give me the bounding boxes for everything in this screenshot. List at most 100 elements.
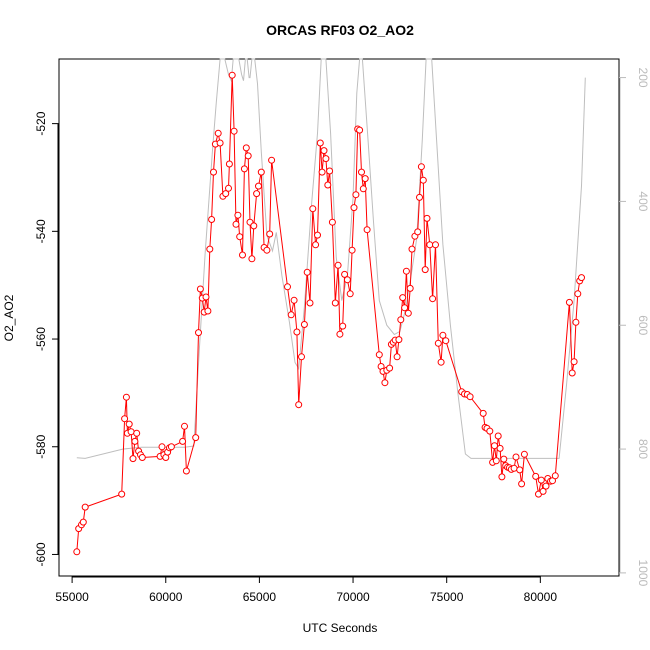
data-point <box>257 168 265 176</box>
data-point <box>381 379 389 387</box>
data-point <box>263 246 271 254</box>
data-point <box>192 434 200 442</box>
data-point <box>182 467 190 475</box>
data-point <box>512 453 520 461</box>
right-axis-tick-label: 1000 <box>636 560 650 587</box>
data-point <box>423 214 431 222</box>
data-point <box>339 322 347 330</box>
data-point <box>303 268 311 276</box>
data-point <box>574 290 582 298</box>
data-point <box>225 160 233 168</box>
right-axis-tick-label: 800 <box>636 439 650 459</box>
y-tick-label: -520 <box>34 111 48 135</box>
y-tick-label: -560 <box>34 327 48 351</box>
data-point <box>202 293 210 301</box>
data-point <box>240 165 248 173</box>
data-point <box>361 175 369 183</box>
x-tick-label: 55000 <box>55 590 89 604</box>
data-point <box>316 139 324 147</box>
right-axis: 200 400 600 800 1000 <box>619 68 650 587</box>
data-point <box>432 241 439 249</box>
data-point <box>570 358 578 366</box>
data-point <box>426 241 434 249</box>
data-point <box>230 127 238 135</box>
data-point <box>496 444 504 452</box>
data-point <box>287 311 295 319</box>
x-tick-label: 60000 <box>149 590 183 604</box>
data-point <box>244 152 252 160</box>
x-tick-label: 80000 <box>524 590 558 604</box>
data-point <box>324 181 332 189</box>
x-tick-label: 75000 <box>430 590 464 604</box>
y-axis: -600 -580 -560 -540 -520 <box>34 111 59 566</box>
data-point <box>539 487 547 495</box>
data-point <box>255 182 262 190</box>
data-point <box>129 455 137 463</box>
data-point <box>326 167 334 175</box>
data-point <box>537 476 545 484</box>
y-tick-label: -600 <box>34 542 48 566</box>
data-point <box>356 126 364 134</box>
data-point <box>421 266 429 274</box>
data-point <box>158 443 166 451</box>
data-point <box>359 185 367 193</box>
data-point <box>195 329 202 337</box>
data-point <box>306 299 314 307</box>
data-point <box>408 245 416 253</box>
data-point <box>79 518 87 526</box>
data-point <box>206 245 214 253</box>
x-tick-label: 65000 <box>243 590 277 604</box>
data-point <box>565 298 573 306</box>
chart-title: ORCAS RF03 O2_AO2 <box>266 22 414 38</box>
data-point <box>350 204 358 212</box>
data-point <box>401 304 409 312</box>
data-point <box>216 139 224 147</box>
data-point <box>298 353 305 361</box>
data-point <box>352 191 360 199</box>
data-point <box>343 276 351 284</box>
data-point <box>331 299 339 307</box>
data-point <box>429 295 437 303</box>
data-point <box>578 274 585 282</box>
data-point <box>222 190 230 198</box>
data-point <box>225 184 232 192</box>
data-point <box>358 168 365 176</box>
data-point <box>336 330 344 338</box>
data-point <box>181 422 188 430</box>
data-point <box>402 267 410 275</box>
data-point <box>414 228 422 236</box>
right-axis-tick-label: 200 <box>636 68 650 88</box>
data-point <box>500 455 508 463</box>
x-tick-label: 70000 <box>336 590 370 604</box>
y-tick-label: -540 <box>34 219 48 243</box>
secondary-series-line <box>76 58 586 459</box>
data-point <box>179 437 187 445</box>
data-point <box>118 490 126 498</box>
data-point <box>250 222 258 230</box>
data-point <box>214 129 222 137</box>
plot-frame <box>58 58 620 577</box>
data-point <box>284 283 291 291</box>
data-point <box>437 358 445 366</box>
data-point <box>363 226 371 234</box>
data-point <box>196 285 204 293</box>
data-point <box>133 429 141 437</box>
data-point <box>520 450 528 458</box>
data-point <box>300 321 308 328</box>
data-point <box>210 168 217 176</box>
data-point <box>167 443 175 451</box>
data-point <box>228 71 236 79</box>
data-point <box>416 193 423 201</box>
data-point <box>242 144 250 152</box>
y-tick-label: -580 <box>34 434 48 458</box>
data-point <box>309 205 317 213</box>
data-point <box>397 316 405 324</box>
primary-series-layer <box>73 71 585 556</box>
data-point <box>122 393 130 401</box>
data-point <box>498 473 506 481</box>
data-point <box>375 351 383 359</box>
y-axis-label: O2_AO2 <box>2 294 16 341</box>
right-axis-tick-label: 400 <box>636 191 650 211</box>
data-point <box>266 230 274 238</box>
data-point <box>312 241 320 249</box>
